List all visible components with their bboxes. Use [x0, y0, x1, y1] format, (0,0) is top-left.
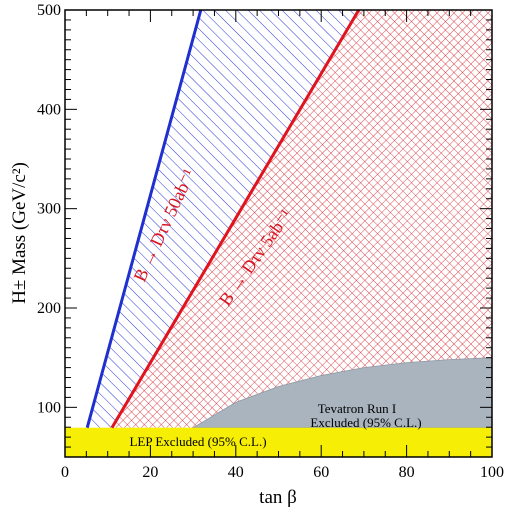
y-tick-label: 100	[37, 399, 61, 416]
annotation-tevatron-1: Tevatron Run I	[318, 401, 397, 416]
series-line-50ab	[85, 10, 203, 429]
annotation-tevatron-2: Excluded (95% C.L.)	[310, 415, 421, 430]
x-tick-label: 80	[399, 464, 415, 481]
x-tick-label: 0	[61, 464, 69, 481]
x-axis-title: tan β	[259, 487, 297, 508]
annotation-lep: LEP Excluded (95% C.L.)	[129, 434, 266, 449]
y-tick-label: 400	[37, 101, 61, 118]
axis-ticks	[64, 9, 493, 458]
y-axis-title: H± Mass (GeV/c²)	[9, 162, 30, 304]
tevatron-excluded-region	[191, 357, 492, 429]
x-tick-label: 60	[313, 464, 329, 481]
y-tick-label: 200	[37, 300, 61, 317]
blue-hatched-region	[87, 10, 359, 428]
axis-tick-labels: 0 20 40 60 80 100 100 200 300 400 500	[37, 2, 504, 481]
x-tick-label: 100	[480, 464, 504, 481]
y-tick-label: 300	[37, 201, 61, 218]
red-crosshatched-region	[111, 10, 492, 428]
x-tick-label: 40	[228, 464, 244, 481]
x-tick-label: 20	[142, 464, 158, 481]
y-tick-label: 500	[37, 2, 61, 19]
series-line-5ab	[110, 10, 361, 429]
